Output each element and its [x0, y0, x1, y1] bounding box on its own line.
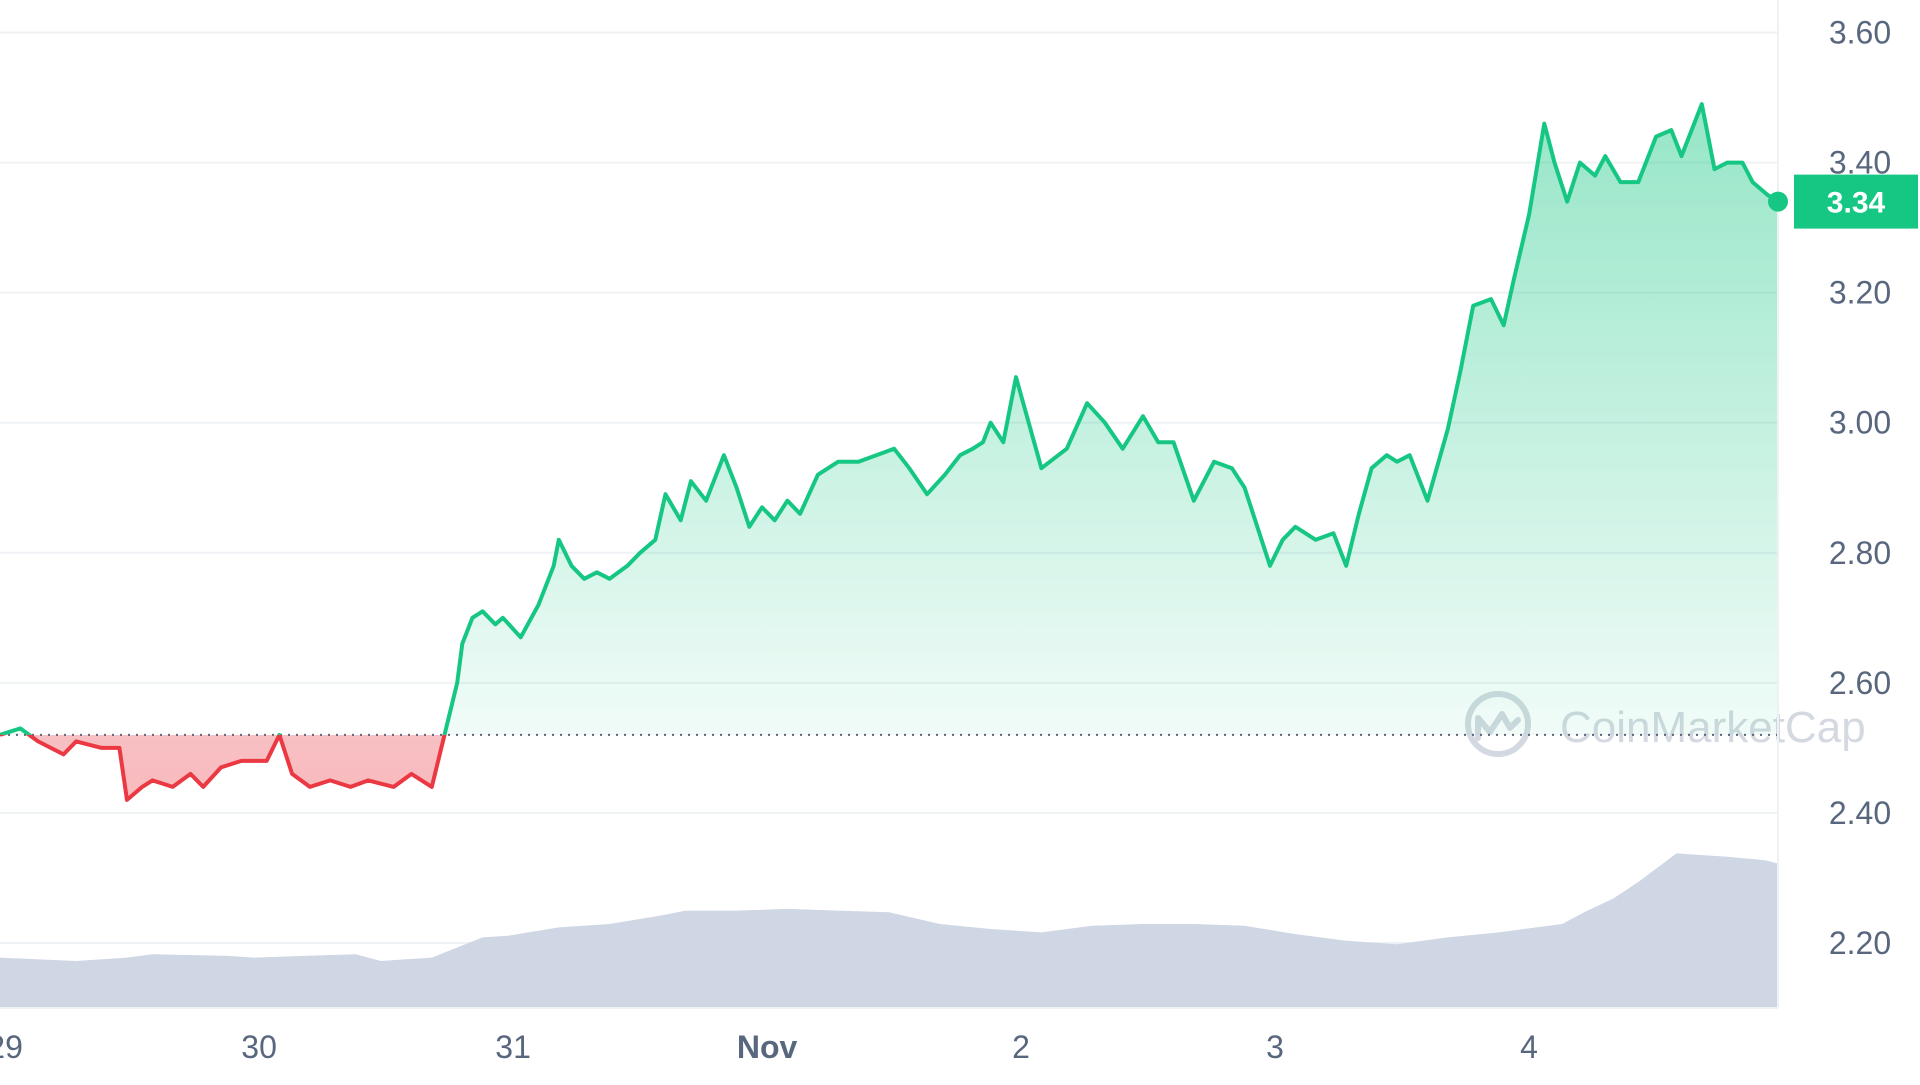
x-tick-label: 30 — [241, 1029, 277, 1065]
price-line-up — [0, 102, 1780, 735]
current-price-label: 3.34 — [1827, 187, 1886, 220]
price-area-up — [0, 104, 1778, 735]
price-area-group — [0, 104, 1778, 800]
y-tick-label: 3.00 — [1829, 405, 1891, 441]
x-tick-label: 3 — [1266, 1029, 1284, 1065]
y-tick-label: 3.20 — [1829, 275, 1891, 311]
price-area-down — [0, 734, 1778, 800]
volume-area-group — [0, 853, 1778, 1008]
price-line-group — [0, 102, 1780, 802]
y-tick-label: 2.60 — [1829, 665, 1891, 701]
current-price-dot — [1768, 191, 1788, 212]
x-axis: 29 30 31 Nov 2 3 4 — [0, 1029, 1538, 1065]
x-tick-label: 4 — [1520, 1029, 1538, 1065]
price-line-down — [0, 734, 447, 802]
y-tick-label: 2.80 — [1829, 535, 1891, 571]
y-tick-label: 2.40 — [1829, 795, 1891, 831]
current-price-badge-bg — [1794, 174, 1918, 229]
y-tick-label: 2.20 — [1829, 925, 1891, 961]
x-tick-label: 29 — [0, 1029, 23, 1065]
current-price-badge: 3.34 — [1794, 174, 1918, 229]
y-tick-label: 3.40 — [1829, 145, 1891, 181]
x-tick-label: Nov — [737, 1029, 798, 1065]
x-tick-label: 31 — [495, 1029, 531, 1065]
x-tick-label: 2 — [1012, 1029, 1030, 1065]
volume-area — [0, 853, 1778, 1008]
y-axis: 2.20 2.40 2.60 2.80 3.00 3.20 3.40 3.60 — [1829, 15, 1891, 961]
y-tick-label: 3.60 — [1829, 15, 1891, 51]
